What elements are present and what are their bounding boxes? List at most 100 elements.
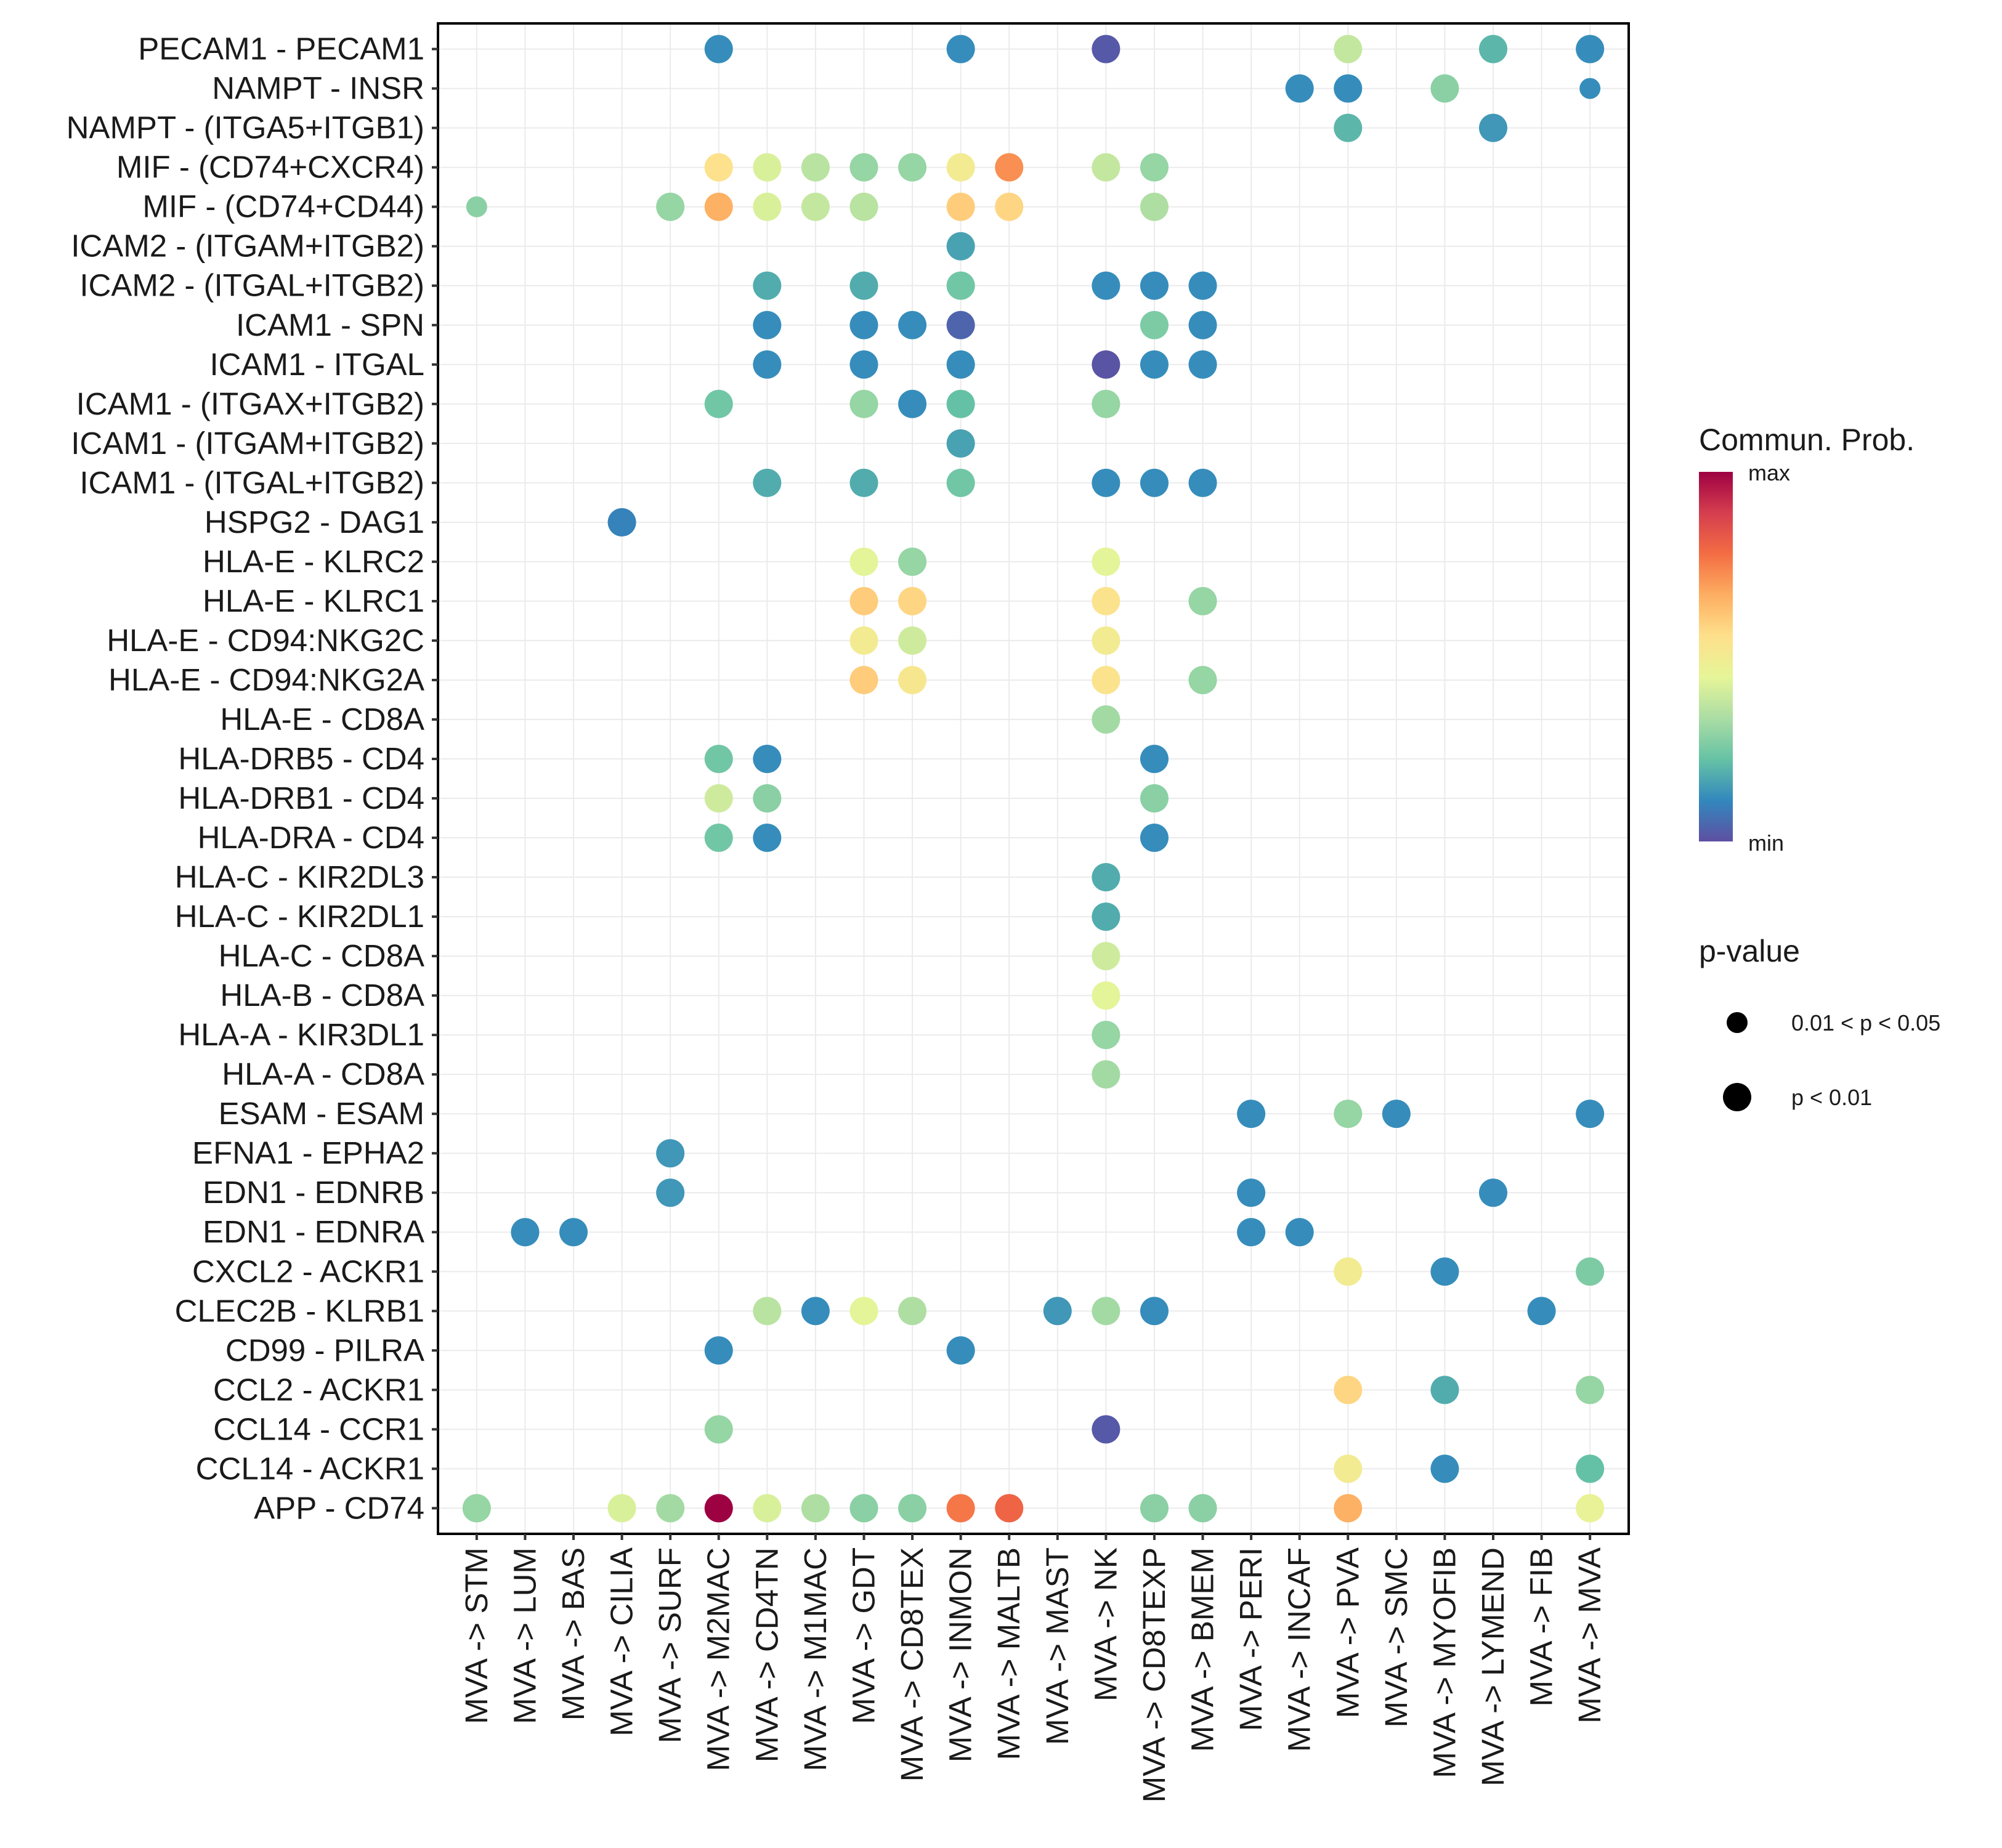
data-point [1092,468,1121,497]
x-tick-label: MVA -> M2MAC [701,1547,736,1771]
data-point [1092,1415,1121,1444]
data-point [462,1494,491,1523]
legend: Commun. Prob. max min p-value 0.01 < p <… [1699,423,1940,1111]
data-point [1527,1297,1556,1326]
data-point [1237,1178,1266,1207]
data-point [1334,113,1363,142]
size-legend-title: p-value [1699,934,1800,968]
data-point [898,547,927,576]
data-point [849,389,878,418]
data-point [1092,547,1121,576]
data-point [1188,468,1217,497]
data-point [1092,34,1121,63]
y-tick-label: HSPG2 - DAG1 [205,505,424,540]
data-point [1092,271,1121,300]
data-point [1092,153,1121,182]
data-point [753,468,782,497]
y-tick-label: NAMPT - (ITGA5+ITGB1) [67,110,424,145]
data-point [704,1415,733,1444]
data-point [898,1494,927,1523]
data-point [898,310,927,339]
data-point [898,1297,927,1326]
data-point [1092,981,1121,1010]
x-tick-label: MVA -> GDT [846,1547,881,1724]
y-tick-label: HLA-A - KIR3DL1 [178,1017,424,1052]
y-tick-label: HLA-E - KLRC2 [203,544,424,579]
y-tick-label: ICAM1 - SPN [236,307,424,342]
data-point [704,192,733,221]
data-point [1430,1454,1459,1483]
data-point [946,389,975,418]
x-tick-label: MVA -> MVA [1572,1547,1607,1724]
data-point [1576,1376,1605,1404]
data-point [704,744,733,773]
data-point [1188,350,1217,379]
data-point [607,1494,636,1523]
y-tick-label: EDN1 - EDNRA [203,1214,424,1249]
y-tick-label: ICAM2 - (ITGAM+ITGB2) [71,229,424,264]
y-tick-label: HLA-E - KLRC1 [203,583,424,618]
data-point [1188,586,1217,615]
data-point [1334,74,1363,103]
x-tick-label: MVA -> PERI [1233,1547,1268,1731]
y-tick-label: CLEC2B - KLRB1 [175,1293,424,1328]
data-point [1092,586,1121,615]
data-point [704,1336,733,1365]
size-legend-small-dot [1727,1012,1748,1033]
color-bar [1699,472,1733,841]
data-point [656,1139,685,1168]
data-point [849,1494,878,1523]
y-tick-label: CD99 - PILRA [225,1332,424,1368]
y-tick-label: HLA-DRB5 - CD4 [178,741,424,776]
data-point [801,192,830,221]
y-tick-label: APP - CD74 [254,1490,424,1525]
data-point [946,1336,975,1365]
data-point [849,350,878,379]
y-tick-label: HLA-C - KIR2DL3 [175,859,424,894]
data-point [1092,665,1121,694]
data-point [946,34,975,63]
data-point [1430,1376,1459,1404]
data-point [1334,1454,1363,1483]
data-point [849,192,878,221]
y-tick-label: MIF - (CD74+CD44) [142,189,424,224]
data-point [753,824,782,853]
data-point [1092,350,1121,379]
y-tick-label: CCL2 - ACKR1 [213,1372,424,1407]
y-tick-label: HLA-E - CD94:NKG2C [107,623,424,658]
x-tick-label: MVA -> M1MAC [798,1547,833,1771]
data-point [1188,271,1217,300]
data-point [1140,744,1169,773]
x-tick-label: MVA -> MAST [1040,1547,1075,1745]
data-point [1334,34,1363,63]
x-tick-label: MVA -> FIB [1524,1547,1559,1706]
data-point [656,1494,685,1523]
data-point [1140,350,1169,379]
data-point [704,1494,733,1523]
x-tick-label: MVA -> PVA [1330,1547,1365,1718]
data-point [1478,113,1507,142]
data-point [1285,74,1314,103]
data-point [946,271,975,300]
y-tick-label: MIF - (CD74+CXCR4) [116,150,424,185]
x-tick-label: MVA -> BMEM [1185,1547,1220,1752]
data-point [849,468,878,497]
data-points [462,34,1605,1523]
data-point [1237,1100,1266,1129]
y-tick-label: HLA-B - CD8A [220,978,424,1013]
data-point [753,310,782,339]
data-point [801,1494,830,1523]
y-tick-label: EFNA1 - EPHA2 [192,1135,424,1170]
data-point [1092,389,1121,418]
data-point [1092,705,1121,734]
data-point [1140,824,1169,853]
data-point [704,824,733,853]
data-point [1043,1297,1072,1326]
data-point [1334,1376,1363,1404]
data-point [849,626,878,655]
x-tick-label: MVA -> LUM [507,1547,542,1724]
x-tick-label: MVA -> CD8TEXP [1137,1547,1172,1802]
data-point [753,1494,782,1523]
x-tick-label: MVA -> SMC [1379,1547,1414,1727]
x-tick-label: MVA -> BAS [556,1547,591,1720]
